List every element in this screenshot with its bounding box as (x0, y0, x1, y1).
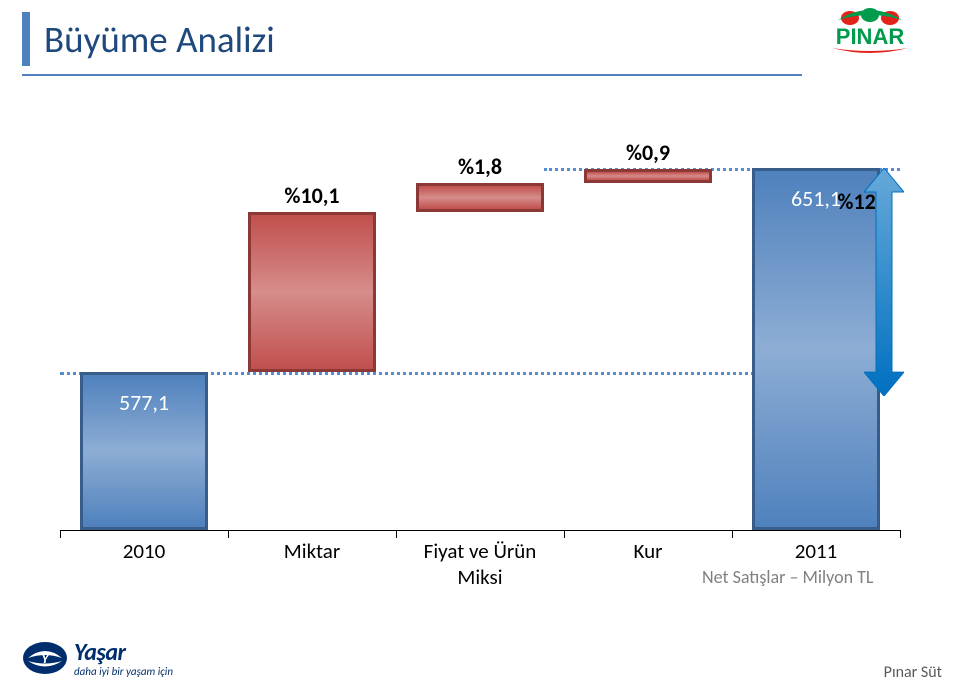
waterfall-chart: 577,1%10,1%1,8%0,9651,1%12,8 2010MiktarF… (60, 100, 900, 580)
x-tick (732, 530, 733, 538)
x-tick (396, 530, 397, 538)
x-tick (564, 530, 565, 538)
title-underline (22, 74, 802, 76)
increment-bar (416, 183, 544, 212)
increment-bar (584, 169, 712, 183)
x-label: Miktar (228, 538, 396, 564)
bar-value-label: 577,1 (83, 389, 205, 416)
x-label: 2010 (60, 538, 228, 564)
svg-text:PINAR: PINAR (836, 24, 905, 49)
x-tick (60, 530, 61, 538)
x-axis (60, 530, 900, 531)
x-label: Fiyat ve ÜrünMiksi (396, 538, 564, 590)
growth-arrow-icon (864, 168, 904, 401)
x-label: 2011 (732, 538, 900, 564)
end-bar: 651,1 (752, 168, 880, 530)
pinar-logo: PINAR (818, 6, 948, 63)
increment-bar (248, 212, 376, 373)
x-tick (900, 530, 901, 538)
page-title: Büyüme Analizi (44, 17, 275, 62)
yasar-logo: Y Yaşar daha iyi bir yaşam için (22, 638, 173, 678)
pct-label: %1,8 (396, 153, 564, 180)
start-bar: 577,1 (80, 372, 208, 530)
pct-label: %0,9 (564, 139, 732, 166)
footer-right-text: Pınar Süt (884, 663, 942, 682)
pct-label: %10,1 (228, 182, 396, 209)
x-tick (228, 530, 229, 538)
title-bar: Büyüme Analizi (22, 12, 275, 66)
chart-subnote: Net Satışlar – Milyon TL (702, 566, 873, 588)
plot-area: 577,1%10,1%1,8%0,9651,1%12,8 (60, 130, 900, 530)
x-label: Kur (564, 538, 732, 564)
title-accent (22, 12, 30, 66)
